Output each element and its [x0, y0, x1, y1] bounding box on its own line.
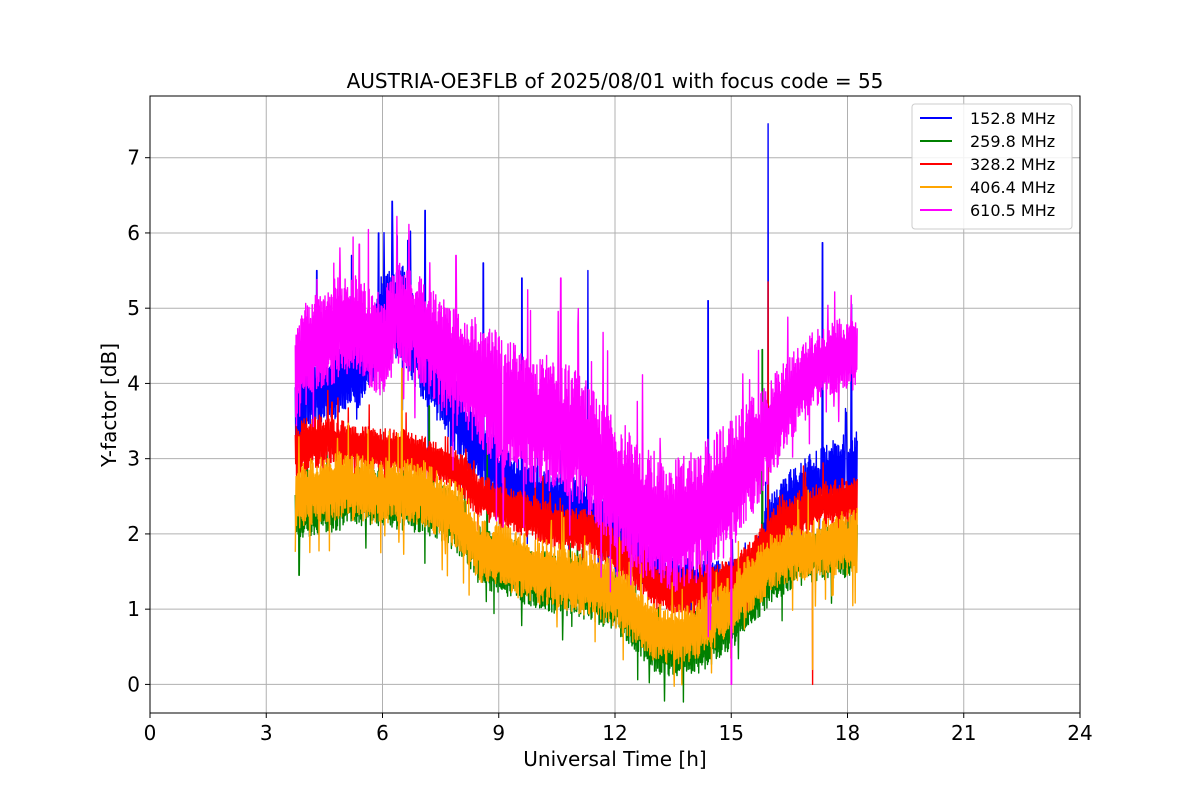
- legend-entry: 328.2 MHz: [920, 155, 1055, 174]
- legend-label: 328.2 MHz: [970, 155, 1055, 174]
- legend-items: 152.8 MHz 259.8 MHz 328.2 MHz 406.4 MHz 610.…: [920, 109, 1055, 220]
- legend-box: [911, 103, 1073, 230]
- y-tick-label: 0: [127, 672, 140, 696]
- x-tick-label: 15: [719, 721, 744, 745]
- x-tick-label: 18: [835, 721, 860, 745]
- legend-entry: 610.5 MHz: [920, 201, 1055, 220]
- y-tick-label: 7: [127, 146, 140, 170]
- legend-entry: 406.4 MHz: [920, 178, 1055, 197]
- y-tick-label: 2: [127, 522, 140, 546]
- y-axis-label: Y-factor [dB]: [97, 343, 121, 468]
- y-axis-ticks: 0 1 2 3 4 5 6 7: [127, 146, 150, 696]
- series-610-5-mhz: [294, 215, 858, 686]
- x-tick-label: 12: [602, 721, 627, 745]
- legend-entry: 152.8 MHz: [920, 109, 1055, 128]
- x-tick-label: 21: [951, 721, 976, 745]
- legend-entry: 259.8 MHz: [920, 132, 1055, 151]
- y-tick-label: 4: [127, 371, 140, 395]
- x-axis-ticks: 0 3 6 9 12 15 18 21 24: [144, 713, 1093, 745]
- legend: 152.8 MHz 259.8 MHz 328.2 MHz 406.4 MHz 610.…: [911, 103, 1073, 230]
- y-tick-label: 1: [127, 597, 140, 621]
- y-tick-label: 3: [127, 447, 140, 471]
- series-layer: [294, 123, 858, 703]
- x-tick-label: 0: [144, 721, 157, 745]
- y-tick-label: 6: [127, 221, 140, 245]
- series-line: [294, 367, 858, 687]
- x-tick-label: 24: [1067, 721, 1092, 745]
- chart-title: AUSTRIA-OE3FLB of 2025/08/01 with focus …: [347, 69, 884, 93]
- y-tick-label: 5: [127, 296, 140, 320]
- legend-label: 610.5 MHz: [970, 201, 1055, 220]
- legend-label: 152.8 MHz: [970, 109, 1055, 128]
- x-tick-label: 9: [492, 721, 505, 745]
- legend-label: 406.4 MHz: [970, 178, 1055, 197]
- series-line: [294, 215, 858, 686]
- legend-label: 259.8 MHz: [970, 132, 1055, 151]
- x-axis-label: Universal Time [h]: [523, 747, 706, 771]
- series-406-4-mhz: [294, 367, 858, 687]
- x-tick-label: 6: [376, 721, 389, 745]
- x-tick-label: 3: [260, 721, 273, 745]
